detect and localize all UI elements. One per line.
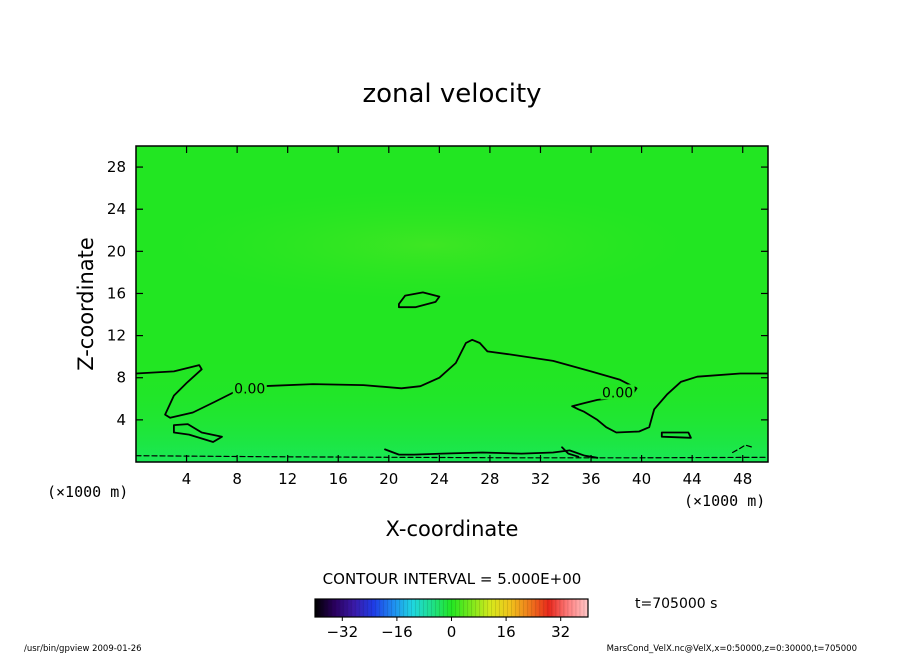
z-unit-label: (×1000 m): [684, 492, 765, 510]
y-tick-label-4: 4: [116, 411, 126, 429]
contour-label-0: 0.00: [234, 381, 265, 397]
x-unit-label: (×1000 m): [47, 483, 128, 501]
y-tick-label-24: 24: [107, 200, 126, 218]
contour-line-2: [173, 423, 223, 443]
footer-left: /usr/bin/gpview 2009-01-26: [24, 644, 142, 654]
x-tick-label-40: 40: [632, 470, 651, 488]
x-axis-ticks: 4 8 12 16 20 24 28 32 36 40 44 48: [182, 146, 752, 488]
x-axis-label: X-coordinate: [386, 517, 519, 541]
x-tick-label-32: 32: [531, 470, 550, 488]
x-tick-label-8: 8: [232, 470, 242, 488]
y-tick-label-8: 8: [116, 369, 126, 387]
plot-frame: [135, 145, 769, 463]
contour-line-3: [660, 431, 692, 439]
colorbar-tick-label-2: 0: [447, 623, 457, 641]
y-tick-label-12: 12: [107, 327, 126, 345]
colorbar-tick-label-3: 16: [497, 623, 516, 641]
field-shade-bottom: [136, 146, 768, 462]
x-tick-label-36: 36: [581, 470, 600, 488]
x-tick-label-44: 44: [683, 470, 702, 488]
contour-line-0: [136, 338, 768, 434]
footer-right: MarsCond_VelX.nc@VelX,x=0:50000,z=0:3000…: [607, 644, 857, 654]
colorbar-fill: [315, 599, 588, 617]
y-axis-ticks: 4 8 12 16 20 24 28: [107, 158, 768, 429]
contour-label-bg-0: [232, 380, 267, 396]
x-tick-label-16: 16: [329, 470, 348, 488]
contour-lines: [136, 291, 768, 459]
plot-area: 0.00 0.00: [136, 146, 768, 462]
contour-line-7: [732, 444, 754, 454]
x-tick-label-20: 20: [379, 470, 398, 488]
x-tick-label-24: 24: [430, 470, 449, 488]
contour-label-bg-1: [600, 384, 635, 400]
x-tick-label-12: 12: [278, 470, 297, 488]
contour-line-4: [384, 448, 599, 459]
colorbar-tick-label-0: −32: [326, 623, 358, 641]
colorbar-ticks: −32 −16 0 16 32: [326, 617, 570, 641]
contour-line-6: [136, 455, 768, 459]
contour-label-1: 0.00: [602, 385, 633, 401]
y-tick-label-20: 20: [107, 242, 126, 260]
x-tick-label-28: 28: [480, 470, 499, 488]
y-axis-label: Z-coordinate: [74, 237, 98, 371]
y-tick-label-28: 28: [107, 158, 126, 176]
time-label: t=705000 s: [635, 596, 717, 612]
chart-title: zonal velocity: [362, 79, 541, 109]
contour-labels: 0.00 0.00: [232, 380, 635, 401]
colorbar-tick-label-4: 32: [551, 623, 570, 641]
x-tick-label-48: 48: [733, 470, 752, 488]
colorbar-tick-label-1: −16: [381, 623, 413, 641]
colorbar: −32 −16 0 16 32: [314, 598, 589, 641]
y-tick-label-16: 16: [107, 284, 126, 302]
contour-line-5: [561, 446, 580, 458]
x-tick-label-4: 4: [182, 470, 192, 488]
contour-line-1: [398, 291, 441, 309]
colorbar-stripes: [318, 599, 585, 617]
contour-interval-label: CONTOUR INTERVAL = 5.000E+00: [323, 570, 582, 588]
